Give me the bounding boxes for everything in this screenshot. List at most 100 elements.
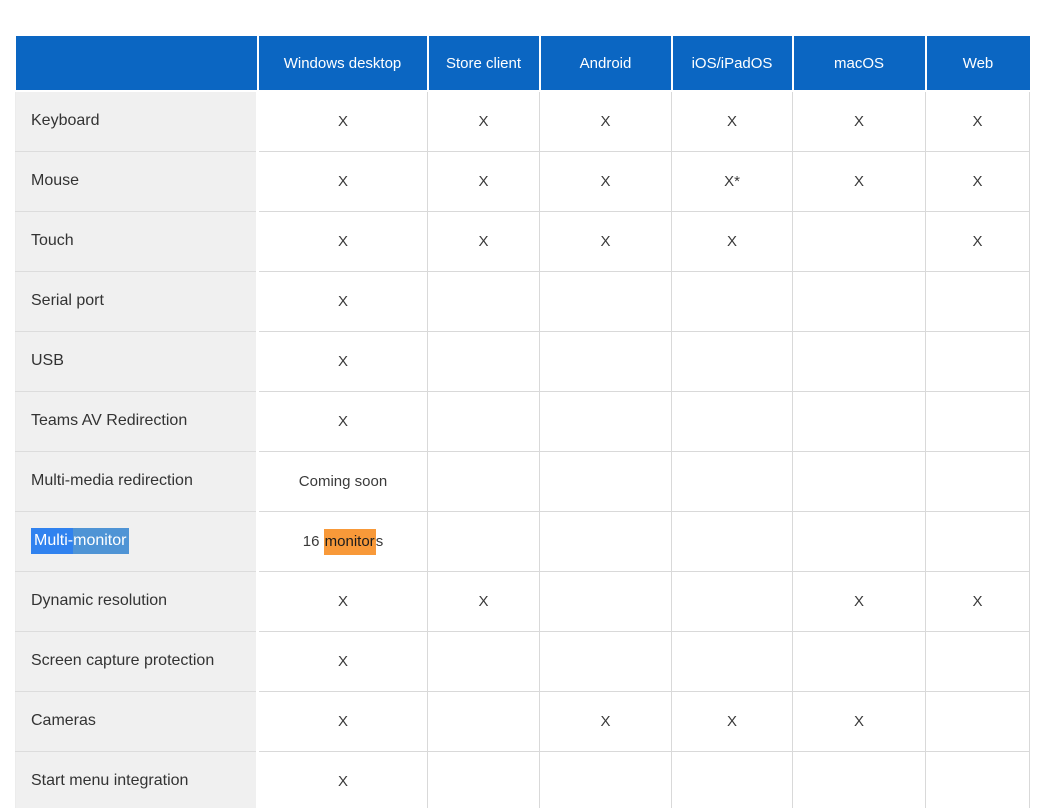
table-body: Keyboard X X X X X X Mouse X X X X* X X Touch X X X X X Seri…	[15, 90, 1030, 808]
cell-teams-av-redirection-web	[925, 390, 1030, 452]
features-comparison-table: Windows desktop Store client Android iOS/iP…	[15, 36, 1030, 808]
cell-dynamic-resolution-windows-desktop: X	[257, 570, 428, 632]
cell-start-menu-integration-web	[925, 750, 1030, 808]
cell-cameras-web	[925, 690, 1030, 752]
row-label-touch: Touch	[15, 210, 259, 272]
table-row-usb: USB X	[15, 330, 1030, 392]
header-row: Windows desktop Store client Android iOS/iP…	[15, 36, 1030, 92]
cell-serial-port-web	[925, 270, 1030, 332]
cell-keyboard-ios-ipados: X	[671, 90, 793, 152]
cell-touch-ios-ipados: X	[671, 210, 793, 272]
cell-usb-android	[539, 330, 672, 392]
cell-dynamic-resolution-store-client: X	[427, 570, 540, 632]
row-label-teams-av-redirection: Teams AV Redirection	[15, 390, 259, 452]
cell-mouse-web: X	[925, 150, 1030, 212]
table-row-keyboard: Keyboard X X X X X X	[15, 90, 1030, 152]
row-label-cameras: Cameras	[15, 690, 259, 752]
plain-text: 16	[302, 532, 324, 550]
row-label-mouse: Mouse	[15, 150, 259, 212]
cell-start-menu-integration-android	[539, 750, 672, 808]
cell-usb-ios-ipados	[671, 330, 793, 392]
cell-dynamic-resolution-macos: X	[792, 570, 926, 632]
cell-screen-capture-protection-ios-ipados	[671, 630, 793, 692]
cell-dynamic-resolution-ios-ipados	[671, 570, 793, 632]
cell-screen-capture-protection-android	[539, 630, 672, 692]
row-label-usb: USB	[15, 330, 259, 392]
row-label-serial-port: Serial port	[15, 270, 259, 332]
table-row-dynamic-resolution: Dynamic resolution X X X X	[15, 570, 1030, 632]
cell-multi-monitor-windows-desktop: 16 monitors	[257, 510, 428, 572]
cell-serial-port-macos	[792, 270, 926, 332]
row-label-start-menu-integration: Start menu integration	[15, 750, 259, 808]
table-row-multi-monitor: Multi-monitor 16 monitors	[15, 510, 1030, 572]
cell-keyboard-windows-desktop: X	[257, 90, 428, 152]
cell-usb-windows-desktop: X	[257, 330, 428, 392]
cell-multi-monitor-android	[539, 510, 672, 572]
cell-teams-av-redirection-windows-desktop: X	[257, 390, 428, 452]
cell-dynamic-resolution-web: X	[925, 570, 1030, 632]
cell-serial-port-store-client	[427, 270, 540, 332]
column-header-store-client: Store client	[426, 36, 541, 92]
cell-serial-port-windows-desktop: X	[257, 270, 428, 332]
cell-usb-web	[925, 330, 1030, 392]
cell-cameras-android: X	[539, 690, 672, 752]
cell-touch-android: X	[539, 210, 672, 272]
column-header-web: Web	[924, 36, 1030, 92]
cell-start-menu-integration-macos	[792, 750, 926, 808]
cell-keyboard-store-client: X	[427, 90, 540, 152]
row-label-dynamic-resolution: Dynamic resolution	[15, 570, 259, 632]
cell-multi-monitor-ios-ipados	[671, 510, 793, 572]
table-row-cameras: Cameras X X X X	[15, 690, 1030, 752]
plain-text: s	[375, 532, 384, 550]
cell-mouse-macos: X	[792, 150, 926, 212]
cell-mouse-ios-ipados: X*	[671, 150, 793, 212]
row-label-screen-capture-protection: Screen capture protection	[15, 630, 259, 692]
cell-multi-media-redirection-store-client	[427, 450, 540, 512]
column-header-macos: macOS	[791, 36, 927, 92]
row-label-multi-media-redirection: Multi-media redirection	[15, 450, 259, 512]
cell-touch-windows-desktop: X	[257, 210, 428, 272]
text-selection-highlight: Multi-	[31, 528, 74, 554]
table-row-start-menu-integration: Start menu integration X	[15, 750, 1030, 808]
cell-multi-monitor-web	[925, 510, 1030, 572]
cell-screen-capture-protection-store-client	[427, 630, 540, 692]
cell-teams-av-redirection-macos	[792, 390, 926, 452]
find-active-match-highlight: monitor	[323, 528, 376, 555]
cell-usb-macos	[792, 330, 926, 392]
cell-dynamic-resolution-android	[539, 570, 672, 632]
cell-start-menu-integration-store-client	[427, 750, 540, 808]
cell-multi-media-redirection-macos	[792, 450, 926, 512]
cell-multi-media-redirection-web	[925, 450, 1030, 512]
cell-screen-capture-protection-web	[925, 630, 1030, 692]
row-label-keyboard: Keyboard	[15, 90, 259, 152]
cell-mouse-android: X	[539, 150, 672, 212]
cell-screen-capture-protection-macos	[792, 630, 926, 692]
cell-cameras-store-client	[427, 690, 540, 752]
cell-start-menu-integration-windows-desktop: X	[257, 750, 428, 808]
cell-cameras-macos: X	[792, 690, 926, 752]
cell-keyboard-macos: X	[792, 90, 926, 152]
table-row-multi-media-redirection: Multi-media redirection Coming soon	[15, 450, 1030, 512]
cell-usb-store-client	[427, 330, 540, 392]
cell-mouse-windows-desktop: X	[257, 150, 428, 212]
cell-teams-av-redirection-android	[539, 390, 672, 452]
table-row-serial-port: Serial port X	[15, 270, 1030, 332]
cell-mouse-store-client: X	[427, 150, 540, 212]
cell-multi-monitor-macos	[792, 510, 926, 572]
cell-multi-media-redirection-android	[539, 450, 672, 512]
cell-keyboard-android: X	[539, 90, 672, 152]
cell-keyboard-web: X	[925, 90, 1030, 152]
cell-touch-store-client: X	[427, 210, 540, 272]
cell-serial-port-ios-ipados	[671, 270, 793, 332]
table-row-teams-av-redirection: Teams AV Redirection X	[15, 390, 1030, 452]
cell-start-menu-integration-ios-ipados	[671, 750, 793, 808]
cell-multi-media-redirection-windows-desktop: Coming soon	[257, 450, 428, 512]
cell-screen-capture-protection-windows-desktop: X	[257, 630, 428, 692]
column-header-windows-desktop: Windows desktop	[256, 36, 429, 92]
cell-serial-port-android	[539, 270, 672, 332]
find-match-in-selection-highlight: monitor	[73, 528, 130, 554]
row-label-multi-monitor: Multi-monitor	[15, 510, 259, 572]
cell-teams-av-redirection-ios-ipados	[671, 390, 793, 452]
column-header-ios-ipados: iOS/iPadOS	[670, 36, 794, 92]
